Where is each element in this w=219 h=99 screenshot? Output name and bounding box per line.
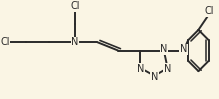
- Text: N: N: [164, 64, 171, 74]
- Text: N: N: [151, 72, 158, 82]
- Text: N: N: [71, 37, 79, 47]
- Text: Cl: Cl: [205, 6, 214, 16]
- Text: N: N: [160, 44, 168, 54]
- Text: N: N: [137, 64, 144, 74]
- Text: Cl: Cl: [70, 1, 80, 11]
- Text: Cl: Cl: [0, 37, 10, 47]
- Text: N: N: [180, 44, 187, 54]
